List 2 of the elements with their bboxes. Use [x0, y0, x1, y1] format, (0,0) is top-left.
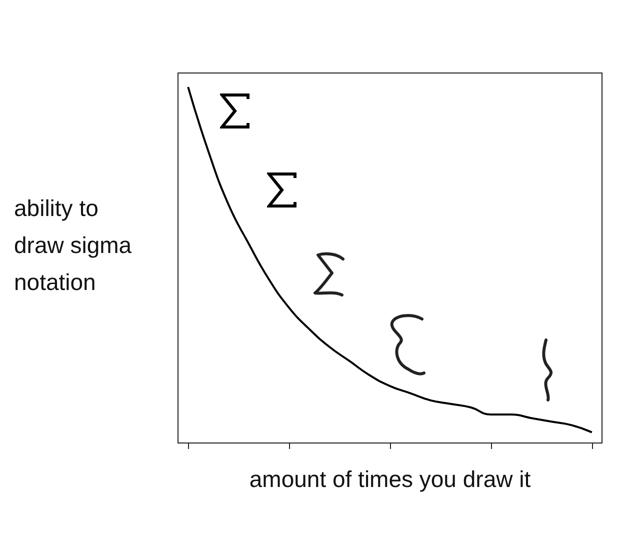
x-axis-title: amount of times you draw it [248, 466, 532, 493]
y-axis-title: ability to draw sigma notation [14, 194, 133, 297]
